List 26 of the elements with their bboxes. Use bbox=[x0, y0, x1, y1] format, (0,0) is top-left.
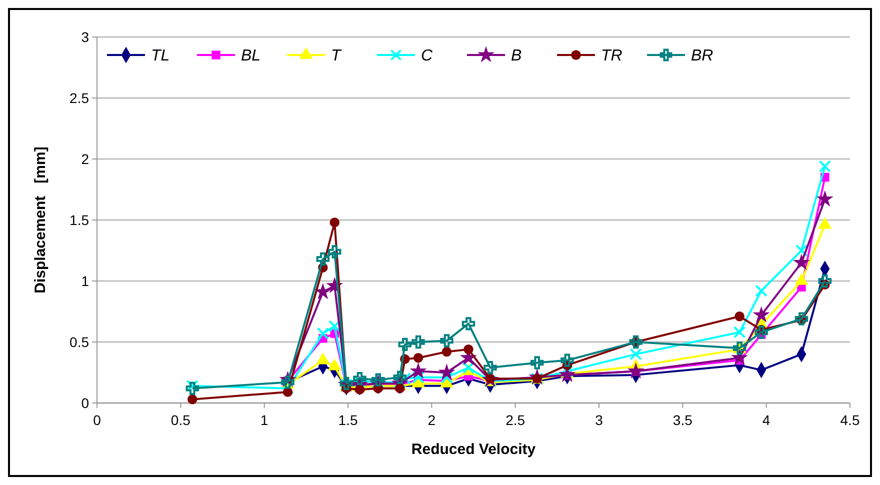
legend-label: TR bbox=[601, 48, 623, 65]
y-tick-label: 0.5 bbox=[70, 334, 90, 350]
legend-label: TL bbox=[151, 48, 170, 65]
y-tick-label: 3 bbox=[81, 28, 90, 45]
y-tick-label: 2.5 bbox=[70, 90, 90, 106]
x-tick-label: 1.5 bbox=[338, 412, 358, 428]
legend-label: BL bbox=[241, 48, 261, 65]
x-axis-title: Reduced Velocity bbox=[411, 441, 536, 458]
legend-label: B bbox=[511, 48, 522, 65]
x-tick-label: 3 bbox=[595, 412, 604, 428]
y-axis-title: Displacement [mm] bbox=[32, 146, 49, 294]
x-tick-label: 3.5 bbox=[672, 412, 693, 428]
y-tick-label: 1.5 bbox=[70, 212, 90, 228]
y-tick-label: 2 bbox=[81, 150, 90, 167]
y-tick-label: 0 bbox=[81, 394, 90, 411]
x-tick-label: 1 bbox=[260, 412, 268, 428]
legend-label: BR bbox=[691, 48, 714, 65]
x-tick-label: 0.5 bbox=[170, 412, 191, 428]
legend-label: C bbox=[421, 48, 433, 65]
x-tick-label: 4.5 bbox=[840, 412, 860, 428]
legend-label: T bbox=[331, 48, 342, 65]
y-tick-label: 1 bbox=[81, 272, 90, 289]
x-tick-label: 4 bbox=[762, 412, 770, 428]
x-tick-label: 2 bbox=[428, 412, 436, 428]
x-tick-label: 0 bbox=[93, 412, 102, 428]
x-tick-label: 2.5 bbox=[506, 412, 526, 428]
